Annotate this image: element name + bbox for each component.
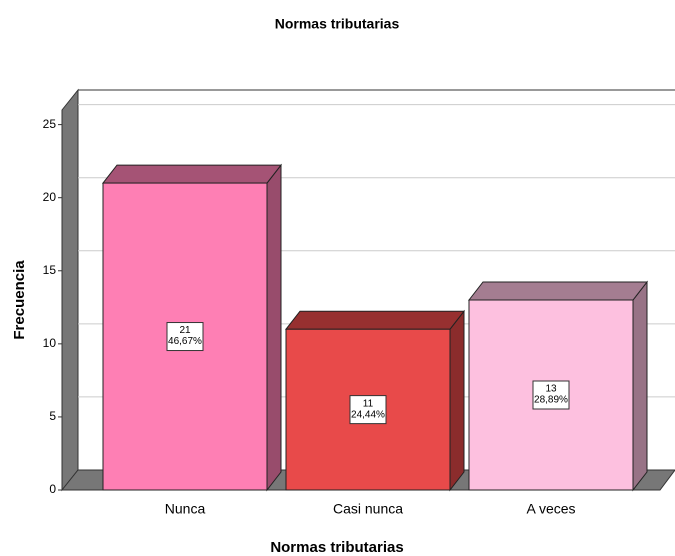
value-label: 13 [545, 384, 557, 395]
percentage-label: 46,67% [168, 336, 202, 347]
bar-top [467, 281, 649, 301]
x-tick-label: A veces [526, 501, 575, 517]
y-tick-label: 20 [43, 190, 57, 204]
value-label-box [349, 395, 387, 425]
y-tick-label: 10 [43, 336, 57, 350]
value-label-box [166, 322, 204, 352]
value-label-box [532, 380, 570, 410]
bar-side [266, 163, 282, 492]
chart-title: Normas tributarias [275, 16, 400, 32]
value-label: 11 [363, 398, 374, 409]
y-tick-label: 0 [49, 482, 56, 496]
x-tick-label: Casi nunca [333, 501, 403, 517]
y-tick-label: 5 [49, 409, 56, 423]
y-tick-label: 15 [43, 263, 57, 277]
value-label: 21 [179, 325, 191, 336]
percentage-label: 24,44% [351, 409, 385, 420]
bar-top [101, 164, 283, 184]
y-tick-label: 25 [43, 117, 57, 131]
bar-side [632, 280, 648, 492]
x-axis-title: Normas tributarias [270, 539, 403, 556]
bar-top [284, 310, 466, 330]
percentage-label: 28,89% [534, 395, 568, 406]
y-axis-title: Frecuencia [11, 260, 28, 340]
left-wall [61, 88, 79, 492]
x-tick-label: Nunca [165, 501, 206, 517]
bar-side [449, 309, 465, 492]
